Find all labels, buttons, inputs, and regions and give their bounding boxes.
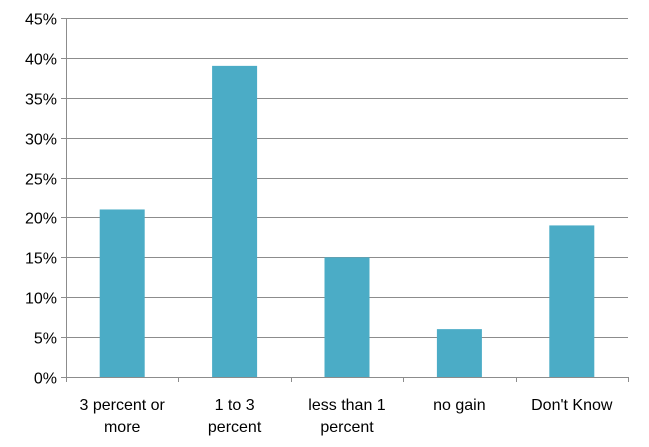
gridlines (66, 18, 628, 338)
x-tick-label: percent (208, 419, 262, 436)
y-tick-label: 15% (25, 251, 57, 268)
bar (324, 257, 370, 377)
y-tick-label: 20% (25, 211, 57, 228)
bar (212, 65, 258, 377)
y-tick-label: 25% (25, 172, 57, 189)
y-tick-label: 30% (25, 132, 57, 149)
y-tick-label: 5% (34, 331, 57, 348)
y-tick-label: 40% (25, 52, 57, 69)
axes (61, 18, 629, 382)
x-tick-label: more (104, 419, 141, 436)
x-tick-label: less than 1 (308, 397, 385, 414)
y-axis-tick-labels: 0% 5% 10% 15% 20% 25% 30% 35% 40% 45% (25, 12, 57, 388)
x-axis-tick-labels: 3 percent or more 1 to 3 percent less than 1… (80, 397, 613, 436)
bar (99, 209, 145, 377)
y-tick-label: 10% (25, 291, 57, 308)
y-tick-label: 35% (25, 92, 57, 109)
y-tick-label: 45% (25, 12, 57, 29)
y-tick-label: 0% (34, 371, 57, 388)
x-tick-label: Don't Know (531, 397, 613, 414)
bars (99, 65, 595, 377)
x-tick-label: percent (320, 419, 374, 436)
bar (549, 225, 595, 377)
x-tick-label: 1 to 3 (215, 397, 255, 414)
x-tick-label: 3 percent or (80, 397, 166, 414)
bar (436, 329, 482, 377)
x-tick-label: no gain (433, 397, 486, 414)
